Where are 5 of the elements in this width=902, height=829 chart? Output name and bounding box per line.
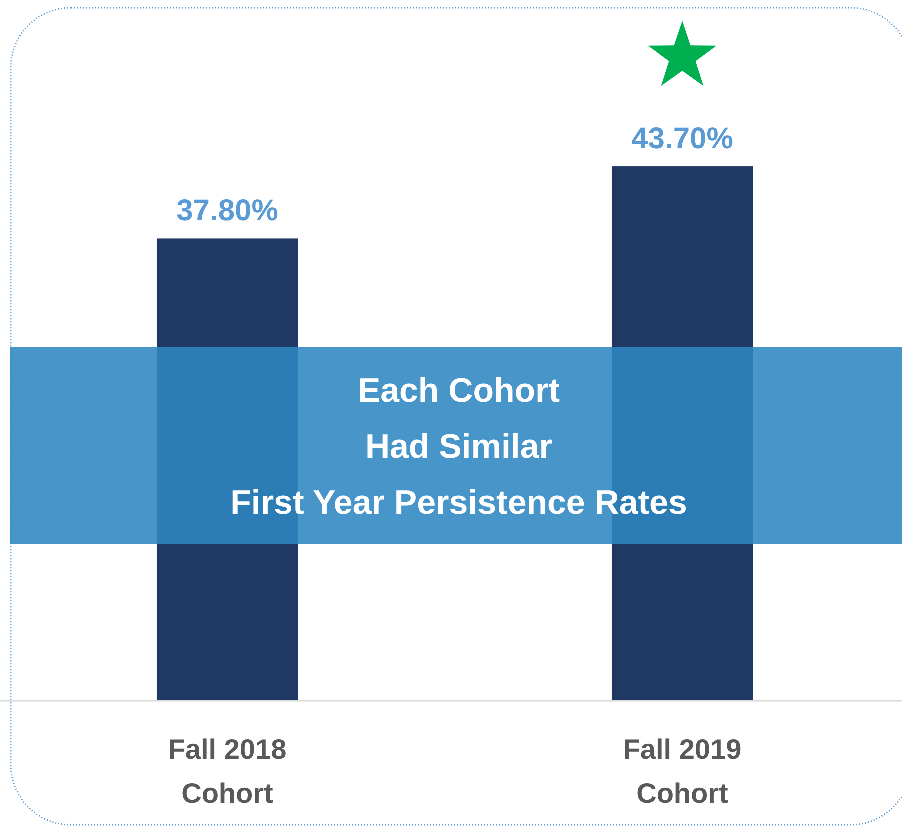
data-label: 43.70% <box>632 122 734 156</box>
x-tick-label: Fall 2018 Cohort <box>168 734 287 809</box>
data-label: 37.80% <box>176 194 278 228</box>
x-tick-label: Fall 2019 Cohort <box>623 734 742 809</box>
annotation: Each Cohort Had Similar First Year Persistence Rates <box>230 372 688 522</box>
